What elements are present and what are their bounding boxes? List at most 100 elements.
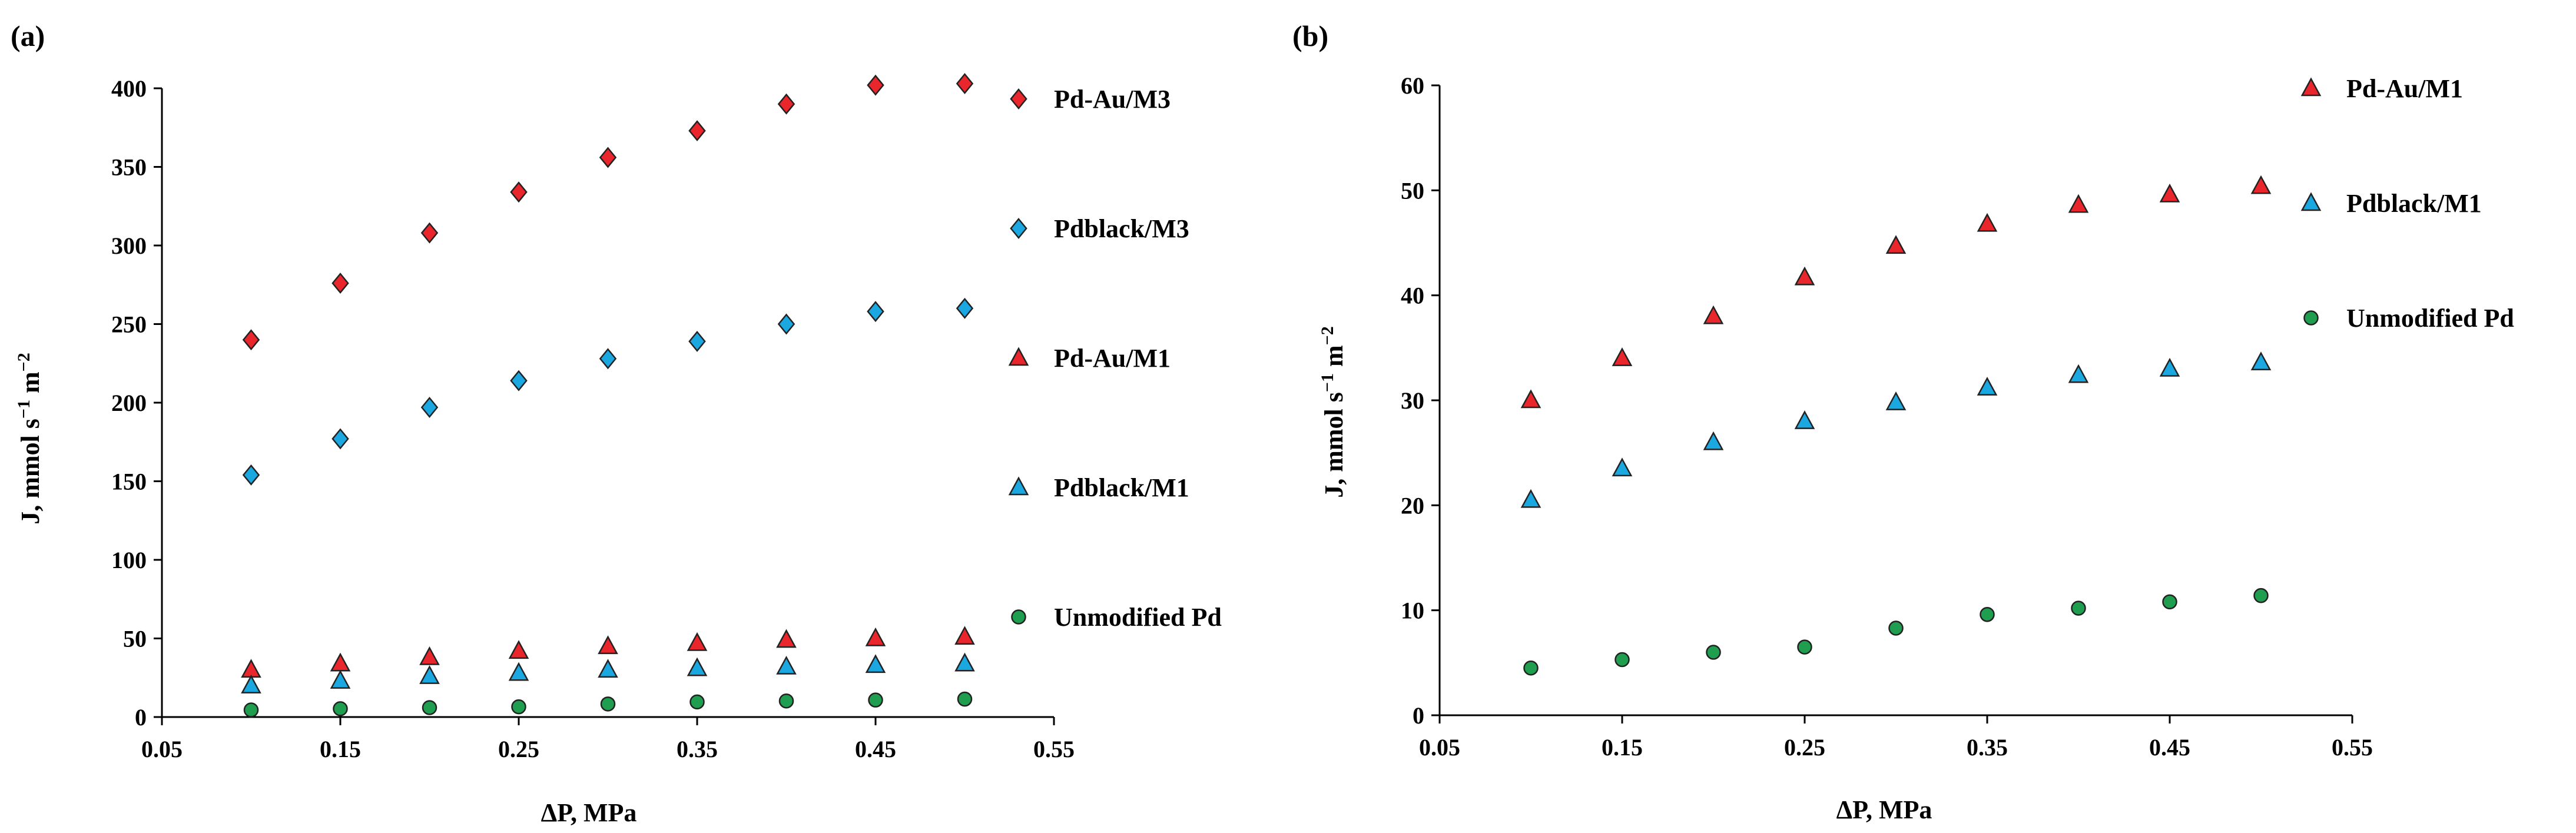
panel-b-series-pdblack-m1 xyxy=(1520,351,2272,508)
panel-a-point-unmodified-pd xyxy=(868,692,883,708)
panel-a-y-axis-title: J, mmol s−1 m−2 xyxy=(14,353,45,525)
panel-b-point-pd-au-m1 xyxy=(1520,389,1541,409)
panel-b-x-tick-label: 0.55 xyxy=(2332,734,2373,761)
panel-b-legend-marker-pdblack-m1 xyxy=(2300,192,2322,211)
panel-b-x-tick-label: 0.25 xyxy=(1784,734,1825,761)
panel-b-legend-label-pd-au-m1: Pd-Au/M1 xyxy=(2346,74,2463,103)
panel-b-point-unmodified-pd xyxy=(1706,645,1721,660)
panel-b-point-unmodified-pd xyxy=(1614,652,1630,668)
panel-a-point-pdblack-m3 xyxy=(956,297,974,319)
panel-a-point-unmodified-pd xyxy=(600,696,616,712)
panel-a-point-pdblack-m1 xyxy=(330,669,351,689)
panel-a-y-tick-label: 200 xyxy=(111,390,147,416)
panel-b-y-tick-label: 20 xyxy=(1401,492,1424,519)
panel-a-point-pd-au-m1 xyxy=(865,627,886,646)
panel-b-legend: Pd-Au/M1 Pdblack/M1 Unmodified Pd xyxy=(2300,74,2514,333)
panel-a-legend-marker-pd-au-m3 xyxy=(1010,88,1027,109)
panel-a-legend-label-pdblack-m3: Pdblack/M3 xyxy=(1054,214,1189,243)
panel-b-axes: 0 10 20 30 40 50 60 0.05 0.15 0.25 0.35 0.45 0.55 xyxy=(1401,72,2373,761)
panel-b-x-tick-label: 0.35 xyxy=(1967,734,2008,761)
panel-a-label: (a) xyxy=(11,19,45,52)
panel-a-x-tick-label: 0.15 xyxy=(320,736,361,762)
panel-a-point-unmodified-pd xyxy=(957,691,973,707)
panel-a-point-pdblack-m3 xyxy=(599,348,617,370)
panel-a-legend-marker-pd-au-m1 xyxy=(1008,347,1029,366)
panel-a-y-tick-label: 350 xyxy=(111,154,147,181)
panel-a-legend-label-pdblack-m1: Pdblack/M1 xyxy=(1054,473,1189,502)
panel-a-point-pd-au-m3 xyxy=(956,73,974,94)
panel-a-point-unmodified-pd xyxy=(511,699,526,715)
panel-a-point-pd-au-m1 xyxy=(776,629,797,648)
panel-a-point-pd-au-m3 xyxy=(420,222,439,244)
panel-b-point-pd-au-m1 xyxy=(1703,305,1724,324)
panel-b-y-tick-label: 60 xyxy=(1401,72,1424,99)
panel-a-point-pdblack-m1 xyxy=(508,662,529,681)
panel-a-point-pd-au-m1 xyxy=(330,652,351,672)
panel-b-point-pd-au-m1 xyxy=(2068,194,2089,213)
panel-a-point-pdblack-m3 xyxy=(777,313,795,335)
panel-a-point-pd-au-m1 xyxy=(687,632,708,651)
panel-a-point-pd-au-m1 xyxy=(508,640,529,659)
panel-b-legend-marker-pd-au-m1 xyxy=(2300,77,2322,97)
panel-b-point-pd-au-m1 xyxy=(1794,266,1815,286)
panel-a-legend-label-unmodified-pd: Unmodified Pd xyxy=(1054,603,1222,632)
panel-a-point-unmodified-pd xyxy=(689,694,705,710)
panel-a-point-unmodified-pd xyxy=(778,693,794,709)
panel-a-point-pdblack-m1 xyxy=(598,659,618,678)
panel-b-x-tick-label: 0.45 xyxy=(2149,734,2190,761)
panel-a-legend: Pd-Au/M3 Pdblack/M3 Pd-Au/M1 Pdblack/M1 Unmo… xyxy=(1008,85,1222,632)
panel-b-point-unmodified-pd xyxy=(2071,600,2086,616)
panel-a-y-tick-label: 0 xyxy=(135,704,147,731)
panel-b-point-unmodified-pd xyxy=(1797,639,1812,655)
panel-b-point-unmodified-pd xyxy=(1888,620,1904,636)
panel-a-point-pd-au-m3 xyxy=(242,329,260,351)
panel-b-point-pd-au-m1 xyxy=(1977,213,1998,232)
panel-b-y-tick-label: 10 xyxy=(1401,598,1424,624)
panel-a-point-pdblack-m1 xyxy=(865,654,886,673)
panel-a-y-tick-label: 300 xyxy=(111,233,147,259)
panel-b-point-pdblack-m1 xyxy=(1612,457,1633,477)
panel-b-y-tick-label: 40 xyxy=(1401,283,1424,309)
panel-a-point-pdblack-m3 xyxy=(510,370,528,391)
panel-a-legend-marker-unmodified-pd xyxy=(1011,609,1026,625)
panel-b-point-pdblack-m1 xyxy=(1794,410,1815,429)
panel-a-point-pdblack-m3 xyxy=(331,428,349,450)
panel-a-y-tick-label: 50 xyxy=(123,626,147,652)
panel-b-point-unmodified-pd xyxy=(1523,660,1539,676)
panel-a-series-pd-au-m3 xyxy=(242,73,974,351)
panel-a-point-unmodified-pd xyxy=(422,700,437,715)
panel-a-point-pd-au-m1 xyxy=(241,659,261,678)
panel-a-y-tick-label: 400 xyxy=(111,75,147,102)
panel-b-y-tick-label: 50 xyxy=(1401,177,1424,204)
panel-a-point-pdblack-m1 xyxy=(776,655,797,675)
panel-a-point-pd-au-m3 xyxy=(510,181,528,203)
panel-a-legend-label-pd-au-m1: Pd-Au/M1 xyxy=(1054,344,1171,373)
panel-b-series-pd-au-m1 xyxy=(1520,175,2272,409)
panel-a-point-pd-au-m3 xyxy=(331,273,349,294)
panel-b-legend-label-unmodified-pd: Unmodified Pd xyxy=(2346,304,2514,333)
panel-b-legend-marker-unmodified-pd xyxy=(2303,310,2319,326)
panel-a-point-pdblack-m3 xyxy=(420,397,439,418)
panel-a-point-pdblack-m3 xyxy=(242,464,260,486)
panel-a-legend-marker-pdblack-m1 xyxy=(1008,476,1029,496)
panel-a-series-pdblack-m1 xyxy=(241,652,975,693)
panel-a-y-tick-label: 150 xyxy=(111,469,147,495)
panel-b-marks xyxy=(1520,175,2272,676)
panel-b-point-pdblack-m1 xyxy=(2068,364,2089,383)
panel-a-point-pdblack-m1 xyxy=(687,657,708,676)
panel-b-point-unmodified-pd xyxy=(2162,594,2177,610)
panel-a-legend-marker-pdblack-m3 xyxy=(1010,218,1027,239)
panel-b-point-pd-au-m1 xyxy=(2159,183,2180,203)
panel-a-point-pd-au-m3 xyxy=(688,120,706,142)
panel-b-point-pd-au-m1 xyxy=(1885,235,1907,254)
panel-b-y-axis-title: J, mmol s−1 m−2 xyxy=(1318,326,1348,498)
panel-a-point-pd-au-m3 xyxy=(599,147,617,168)
panel-a-x-tick-label: 0.45 xyxy=(855,736,896,762)
panel-a-x-tick-label: 0.25 xyxy=(498,736,539,762)
panel-a-legend-label-pd-au-m3: Pd-Au/M3 xyxy=(1054,85,1171,114)
panel-a-point-pdblack-m1 xyxy=(419,665,440,684)
panel-b-point-pdblack-m1 xyxy=(1520,489,1541,508)
panel-b-x-tick-label: 0.15 xyxy=(1602,734,1643,761)
panel-b-x-tick-label: 0.05 xyxy=(1419,734,1460,761)
